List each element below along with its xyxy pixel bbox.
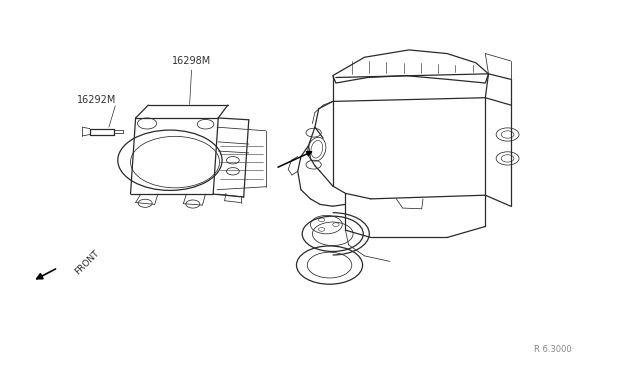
Text: R 6.3000·: R 6.3000· [534, 345, 574, 354]
Text: 16292M: 16292M [77, 95, 116, 105]
Text: FRONT: FRONT [74, 248, 101, 276]
Text: 16298M: 16298M [172, 57, 211, 67]
